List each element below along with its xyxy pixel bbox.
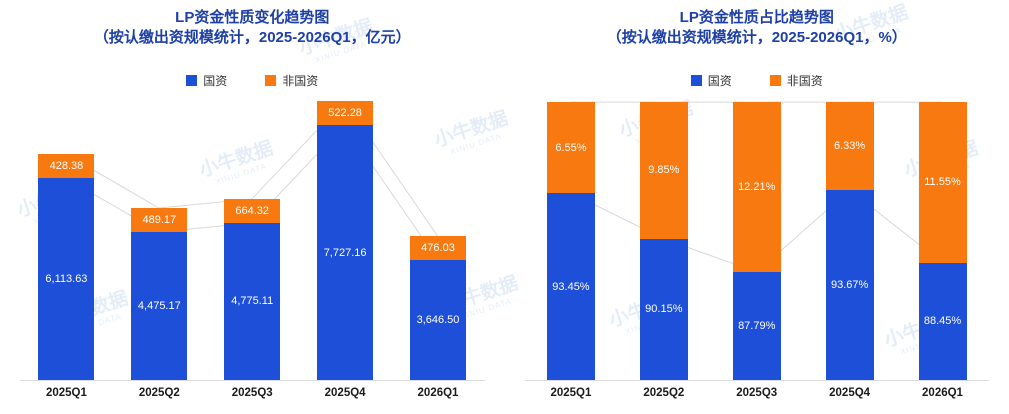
bar-segment-state-owned: 93.45% [546, 193, 595, 380]
bar-2025Q2: 9.85% 90.15% [632, 102, 696, 380]
legend-label: 国资 [203, 73, 228, 88]
bar-2026Q1: 476.03 3,646.50 [406, 235, 470, 380]
chart-title-line1: LP资金性质变化趋势图 [175, 9, 330, 26]
value-label: 522.28 [328, 107, 362, 120]
legend-label: 非国资 [282, 73, 319, 88]
legend-label: 非国资 [786, 73, 823, 88]
bar-segment-non-state: 6.55% [546, 102, 595, 194]
category-label: 2025Q3 [736, 387, 778, 399]
value-label: 6.33% [834, 140, 866, 152]
legend-item-guozi[interactable]: 国资 [186, 72, 227, 89]
bar-segment-state-owned: 88.45% [918, 262, 967, 380]
value-label: 12.21% [738, 180, 776, 193]
bar-segment-non-state: 6.33% [825, 102, 874, 190]
chart-panel-percent-values: LP资金性质占比趋势图 （按认缴出资规模统计，2025-2026Q1，%） 国资… [505, 0, 1009, 414]
legend-swatch-blue [690, 74, 702, 86]
bar-2025Q4: 6.33% 93.67% [818, 102, 882, 380]
legend-label: 国资 [707, 73, 732, 88]
value-label: 476.03 [421, 241, 455, 254]
legend-item-feiguozi[interactable]: 非国资 [769, 72, 823, 89]
value-label: 428.38 [49, 160, 84, 173]
legend-swatch-orange [265, 74, 277, 86]
bar-segment-non-state: 428.38 [38, 154, 95, 179]
value-label: 88.45% [923, 315, 962, 328]
bar-segment-non-state: 11.55% [918, 102, 967, 263]
bar-segment-state-owned: 90.15% [639, 238, 688, 380]
bar-segment-state-owned: 4,475.17 [131, 232, 188, 380]
bar-segment-state-owned: 4,775.11 [224, 222, 281, 380]
bar-segment-state-owned: 6,113.63 [38, 178, 95, 380]
category-label: 2026Q1 [922, 387, 963, 399]
value-label: 4,775.11 [231, 295, 274, 308]
category-label: 2025Q1 [45, 387, 87, 399]
bar-2025Q2: 489.17 4,475.17 [127, 208, 191, 380]
legend-item-feiguozi[interactable]: 非国资 [265, 72, 318, 89]
bar-2025Q1: 428.38 6,113.63 [34, 154, 98, 380]
category-label: 2025Q1 [550, 387, 592, 399]
chart-panel-absolute-values: LP资金性质变化趋势图 （按认缴出资规模统计，2025-2026Q1，亿元） 国… [0, 8, 505, 399]
stacked-bar-plot: 428.38 6,113.63 489.17 4,475.17 664.32 4,775.… [20, 88, 485, 381]
category-label: 2026Q1 [417, 387, 459, 399]
value-label: 664.32 [235, 204, 270, 217]
category-label: 2025Q4 [324, 387, 366, 399]
chart-title-line2: （按认缴出资规模统计，2025-2026Q1，亿元） [93, 29, 411, 46]
category-label: 2025Q4 [829, 387, 871, 399]
value-label: 3,646.50 [416, 313, 460, 326]
bar-segment-state-owned: 7,727.16 [317, 125, 374, 380]
x-axis-labels: 2025Q1 2025Q2 2025Q3 2025Q4 2026Q1 [20, 387, 485, 399]
legend-swatch-orange [769, 74, 781, 86]
chart-title: LP资金性质变化趋势图 （按认缴出资规模统计，2025-2026Q1，亿元） [0, 8, 505, 48]
bar-2025Q3: 12.21% 87.79% [725, 102, 789, 380]
value-label: 6.55% [555, 141, 587, 154]
bar-segment-non-state: 476.03 [410, 235, 466, 260]
bar-segment-state-owned: 87.79% [732, 271, 781, 380]
value-label: 489.17 [142, 214, 177, 227]
bar-segment-non-state: 9.85% [639, 102, 688, 239]
category-label: 2025Q2 [643, 387, 685, 399]
value-label: 4,475.17 [137, 300, 181, 313]
chart-title-line1: LP资金性质占比趋势图 [679, 9, 834, 26]
bar-2025Q1: 6.55% 93.45% [539, 102, 603, 380]
category-label: 2025Q2 [138, 387, 180, 399]
value-label: 7,727.16 [323, 246, 367, 259]
legend: 国资 非国资 [0, 72, 505, 88]
bar-2025Q4: 522.28 7,727.16 [313, 101, 377, 380]
bar-segment-state-owned: 3,646.50 [410, 259, 466, 380]
value-label: 11.55% [924, 176, 961, 189]
legend-item-guozi[interactable]: 国资 [690, 72, 732, 89]
value-label: 6,113.63 [45, 273, 88, 286]
bar-segment-non-state: 489.17 [131, 208, 188, 233]
bar-segment-non-state: 522.28 [317, 101, 374, 126]
value-label: 9.85% [648, 164, 680, 177]
chart-title-line2: （按认缴出资规模统计，2025-2026Q1，%） [606, 29, 907, 46]
bar-segment-state-owned: 93.67% [825, 190, 874, 380]
value-label: 93.45% [552, 280, 590, 293]
chart-title: LP资金性质占比趋势图 （按认缴出资规模统计，2025-2026Q1，%） [505, 8, 1009, 48]
percent-stacked-bar-plot: 6.55% 93.45% 9.85% 90.15% 12.21% 87.79% 6.33% 9… [524, 88, 989, 381]
bar-2026Q1: 11.55% 88.45% [911, 102, 975, 380]
value-label: 93.67% [830, 279, 869, 291]
legend-swatch-blue [186, 74, 198, 86]
legend: 国资 非国资 [505, 72, 1009, 88]
bar-2025Q3: 664.32 4,775.11 [220, 198, 284, 380]
x-axis-labels: 2025Q1 2025Q2 2025Q3 2025Q4 2026Q1 [525, 387, 990, 399]
category-label: 2025Q3 [231, 387, 273, 399]
value-label: 87.79% [738, 319, 776, 332]
bar-segment-non-state: 12.21% [732, 102, 781, 272]
value-label: 90.15% [645, 303, 683, 316]
bar-segment-non-state: 664.32 [224, 198, 281, 223]
